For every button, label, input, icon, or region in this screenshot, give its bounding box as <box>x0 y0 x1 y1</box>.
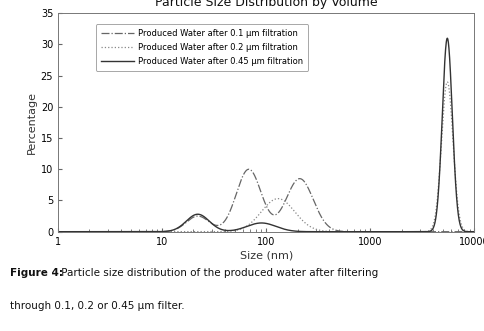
Produced Water after 0.2 μm filtration <box>463 229 469 233</box>
Produced Water after 0.2 μm filtration <box>418 230 424 234</box>
Produced Water after 0.2 μm filtration <box>444 80 450 84</box>
Produced Water after 0.2 μm filtration <box>215 230 221 234</box>
Produced Water after 0.45 μm filtration <box>55 230 61 234</box>
Produced Water after 0.1 μm filtration <box>127 230 133 234</box>
Produced Water after 0.1 μm filtration <box>233 193 239 197</box>
Produced Water after 0.2 μm filtration <box>233 228 239 232</box>
Produced Water after 0.1 μm filtration <box>215 223 221 227</box>
Text: Figure 4:: Figure 4: <box>10 268 63 278</box>
Produced Water after 0.2 μm filtration <box>471 230 477 234</box>
Produced Water after 0.1 μm filtration <box>471 230 477 234</box>
Text: through 0.1, 0.2 or 0.45 μm filter.: through 0.1, 0.2 or 0.45 μm filter. <box>10 301 184 311</box>
Title: Particle Size Distribution by Volume: Particle Size Distribution by Volume <box>155 0 378 9</box>
Line: Produced Water after 0.2 μm filtration: Produced Water after 0.2 μm filtration <box>58 82 474 232</box>
Line: Produced Water after 0.45 μm filtration: Produced Water after 0.45 μm filtration <box>58 38 474 232</box>
Produced Water after 0.1 μm filtration <box>55 230 61 234</box>
Text: Particle size distribution of the produced water after filtering: Particle size distribution of the produc… <box>58 268 378 278</box>
Legend: Produced Water after 0.1 μm filtration, Produced Water after 0.2 μm filtration, : Produced Water after 0.1 μm filtration, … <box>95 24 308 71</box>
Produced Water after 0.1 μm filtration <box>419 230 424 234</box>
Y-axis label: Percentage: Percentage <box>27 91 37 154</box>
Produced Water after 0.1 μm filtration <box>463 230 469 234</box>
Produced Water after 0.45 μm filtration <box>463 230 469 234</box>
Produced Water after 0.45 μm filtration <box>444 36 450 40</box>
Produced Water after 0.45 μm filtration <box>233 228 239 232</box>
Produced Water after 0.45 μm filtration <box>418 230 424 234</box>
Produced Water after 0.2 μm filtration <box>127 230 133 234</box>
X-axis label: Size (nm): Size (nm) <box>240 251 293 261</box>
Produced Water after 0.45 μm filtration <box>127 230 133 234</box>
Produced Water after 0.45 μm filtration <box>471 230 477 234</box>
Produced Water after 0.45 μm filtration <box>215 226 221 230</box>
Produced Water after 0.1 μm filtration <box>103 230 108 234</box>
Produced Water after 0.45 μm filtration <box>103 230 108 234</box>
Produced Water after 0.1 μm filtration <box>246 167 252 171</box>
Line: Produced Water after 0.1 μm filtration: Produced Water after 0.1 μm filtration <box>58 169 474 232</box>
Produced Water after 0.2 μm filtration <box>55 230 61 234</box>
Produced Water after 0.2 μm filtration <box>103 230 108 234</box>
